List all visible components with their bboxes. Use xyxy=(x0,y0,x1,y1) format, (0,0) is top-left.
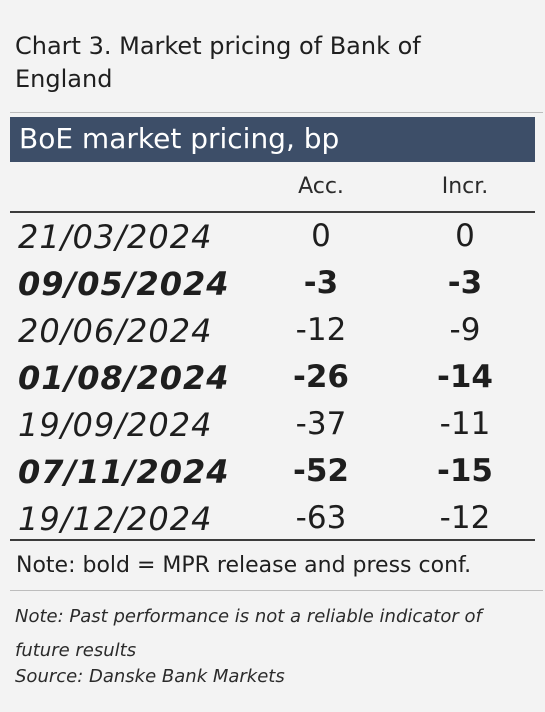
table-title-banner: BoE market pricing, bp xyxy=(10,117,535,162)
row-incr-value: -11 xyxy=(439,406,491,442)
bold-note: Note: bold = MPR release and press conf. xyxy=(16,553,472,578)
table-row: 19/12/2024 -63 -12 xyxy=(10,496,535,543)
table-row: 01/08/2024 -26 -14 xyxy=(10,355,535,402)
row-date: 19/12/2024 xyxy=(18,500,213,538)
row-acc-value: -52 xyxy=(292,453,349,489)
row-date: 09/05/2024 xyxy=(18,265,230,303)
row-date: 20/06/2024 xyxy=(18,312,213,350)
header-rule xyxy=(10,211,535,213)
table-row: 19/09/2024 -37 -11 xyxy=(10,402,535,449)
row-date: 01/08/2024 xyxy=(18,359,230,397)
row-date: 07/11/2024 xyxy=(18,453,230,491)
row-acc-value: -26 xyxy=(292,359,349,395)
row-incr-value: -3 xyxy=(447,265,483,301)
bottom-rule xyxy=(10,539,535,541)
top-separator xyxy=(10,112,543,113)
table-row: 07/11/2024 -52 -15 xyxy=(10,449,535,496)
row-date: 19/09/2024 xyxy=(18,406,213,444)
column-header-acc: Acc. xyxy=(298,174,344,199)
row-incr-value: 0 xyxy=(455,218,475,254)
row-incr-value: -14 xyxy=(436,359,493,395)
row-incr-value: -15 xyxy=(436,453,493,489)
source-note: Source: Danske Bank Markets xyxy=(15,666,285,687)
row-incr-value: -9 xyxy=(449,312,481,348)
table-row: 21/03/2024 0 0 xyxy=(10,214,535,261)
row-acc-value: -37 xyxy=(295,406,347,442)
chart-heading: Chart 3. Market pricing of Bank of Engla… xyxy=(15,32,421,93)
table-row: 09/05/2024 -3 -3 xyxy=(10,261,535,308)
row-date: 21/03/2024 xyxy=(18,218,213,256)
row-incr-value: -12 xyxy=(439,500,491,536)
note-separator xyxy=(10,590,543,591)
row-acc-value: 0 xyxy=(311,218,331,254)
row-acc-value: -63 xyxy=(295,500,347,536)
row-acc-value: -3 xyxy=(303,265,339,301)
table-title: BoE market pricing, bp xyxy=(19,122,340,155)
column-header-incr: Incr. xyxy=(441,174,489,199)
disclaimer-note: Note: Past performance is not a reliable… xyxy=(15,606,482,661)
table-row: 20/06/2024 -12 -9 xyxy=(10,308,535,355)
row-acc-value: -12 xyxy=(295,312,347,348)
